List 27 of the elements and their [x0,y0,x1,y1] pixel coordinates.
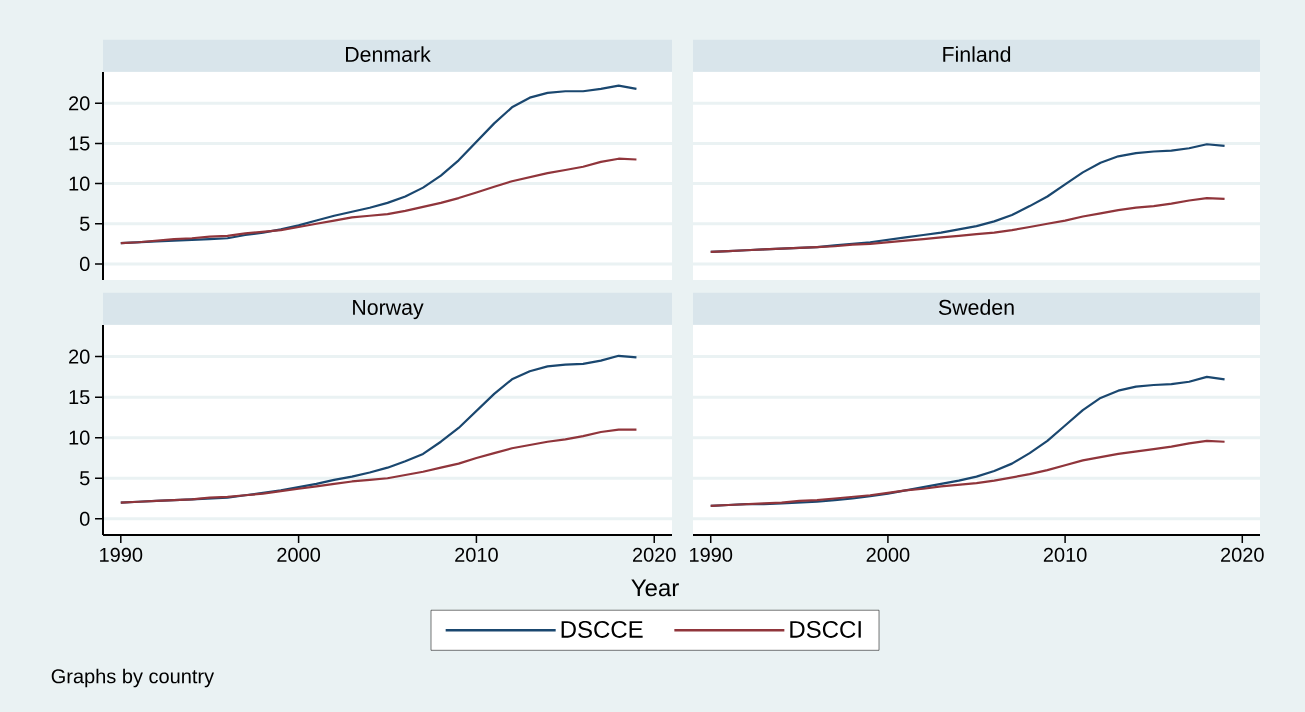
y-tick-label: 10 [69,176,90,191]
legend-label: DSCCE [561,620,643,638]
y-tick-label: 20 [69,96,90,111]
y-tick-label: 20 [69,349,90,364]
x-tick-label: 1990 [690,547,733,562]
x-tick-label: 2010 [455,547,498,562]
chart-title: Norway [353,300,424,320]
y-tick-label: 10 [69,430,90,445]
y-tick-label: 15 [69,390,90,405]
y-tick-label: 0 [79,511,90,526]
chart-title: Finland [943,46,1011,62]
chart-title: Sweden [938,299,1014,315]
x-tick-label: 2000 [866,547,910,562]
x-tick-label: 1990 [100,547,143,562]
x-tick-label: 2020 [632,547,676,562]
text: Graphs by country [51,668,215,688]
y-tick-label: 5 [79,471,90,486]
x-tick-label: 2000 [277,547,321,562]
x-tick-label: 2010 [1043,547,1087,562]
legend-label: DSCCI [790,620,861,638]
y-tick-label: 5 [79,216,90,231]
chart-title: Denmark [346,46,431,62]
x-axis-title: Year [631,579,679,597]
y-tick-label: 0 [79,256,90,271]
x-tick-label: 2020 [1221,547,1264,562]
y-tick-label: 15 [69,136,90,151]
line-series [119,428,638,504]
